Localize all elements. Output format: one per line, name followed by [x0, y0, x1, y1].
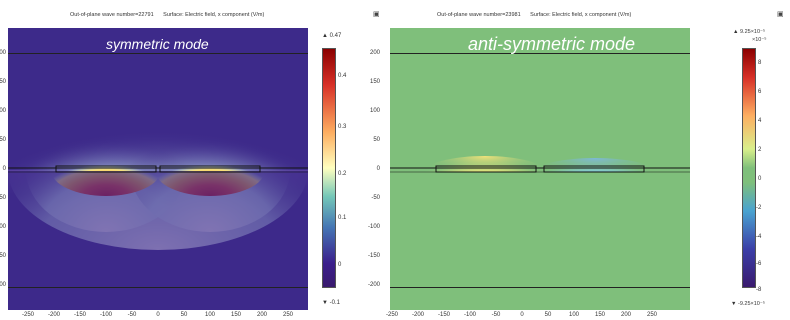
- camera-icon[interactable]: ▣: [373, 11, 380, 18]
- y-tick-label: 50: [0, 137, 6, 143]
- surface-label: Surface: Electric field, x component (V/…: [163, 12, 265, 18]
- colorbar-min: ▼ -9.25×10⁻⁵: [731, 301, 766, 307]
- y-tick-label: 200: [0, 50, 6, 56]
- colorbar-tick: 0.4: [338, 73, 347, 79]
- x-tick-label: 0: [156, 312, 160, 318]
- x-tick-label: 100: [568, 312, 579, 318]
- colorbar-min: ▼ -0.1: [322, 300, 340, 306]
- x-tick-label: -250: [385, 312, 398, 318]
- field-plot: anti-symmetric mode: [390, 28, 690, 310]
- x-tick-label: -100: [463, 312, 476, 318]
- plot-header: Out-of-plane wave number=22791 Surface: …: [70, 12, 264, 18]
- camera-icon[interactable]: ▣: [777, 11, 784, 18]
- x-tick-label: 100: [204, 312, 215, 318]
- colorbar-tick: 0.3: [338, 124, 347, 130]
- y-tick-label: -50: [371, 195, 380, 201]
- x-tick-label: -250: [21, 312, 34, 318]
- colorbar-tick: 0: [758, 176, 762, 182]
- x-tick-label: -100: [99, 312, 112, 318]
- x-tick-label: 150: [230, 312, 241, 318]
- colorbar-tick: 0.1: [338, 215, 347, 221]
- x-tick-label: -50: [127, 312, 137, 318]
- x-tick-label: 150: [594, 312, 605, 318]
- panel-symmetric: Out-of-plane wave number=22791 Surface: …: [8, 11, 380, 310]
- panel-anti-symmetric: Out-of-plane wave number=23981 Surface: …: [390, 0, 790, 320]
- y-tick-label: -100: [367, 224, 380, 230]
- y-tick-label: -200: [0, 282, 6, 288]
- colorbar-tick: -8: [756, 287, 762, 293]
- wave-number-label: Out-of-plane wave number=22791: [70, 12, 154, 18]
- y-tick-label: 100: [369, 108, 380, 114]
- lower-boundary: [390, 287, 690, 288]
- x-tick-label: 250: [646, 312, 657, 318]
- colorbar-tick: -4: [756, 234, 762, 240]
- colorbar-tick: 2: [758, 147, 762, 153]
- colorbar-exponent: ×10⁻⁵: [752, 37, 767, 43]
- x-tick-label: -50: [491, 312, 501, 318]
- colorbar-tick: 4: [758, 118, 762, 124]
- x-tick-label: 0: [520, 312, 524, 318]
- x-tick-label: -200: [411, 312, 424, 318]
- field-plot: symmetric mode: [8, 28, 308, 310]
- y-tick-label: -150: [0, 253, 6, 259]
- x-tick-label: -150: [73, 312, 86, 318]
- colorbar: [322, 48, 336, 288]
- colorbar-max: ▲ 9.25×10⁻⁵: [733, 29, 766, 35]
- y-tick-label: 0: [376, 166, 380, 172]
- plot-header: Out-of-plane wave number=23981 Surface: …: [437, 12, 631, 18]
- colorbar-tick: 0.2: [338, 171, 347, 177]
- mode-label: anti-symmetric mode: [468, 34, 636, 54]
- y-tick-label: 150: [369, 79, 380, 85]
- y-tick-label: 0: [2, 166, 6, 172]
- y-tick-label: 150: [0, 79, 6, 85]
- y-tick-label: -200: [367, 282, 380, 288]
- mode-label: symmetric mode: [106, 36, 209, 52]
- y-tick-label: 100: [0, 108, 6, 114]
- x-tick-label: -200: [47, 312, 60, 318]
- colorbar-max: ▲ 0.47: [322, 33, 342, 39]
- x-tick-label: 50: [180, 312, 188, 318]
- x-tick-label: -150: [437, 312, 450, 318]
- colorbar: [742, 48, 756, 288]
- lower-boundary: [8, 287, 308, 288]
- wave-number-label: Out-of-plane wave number=23981: [437, 12, 521, 18]
- upper-boundary: [390, 53, 690, 54]
- field-heatmap: [8, 28, 308, 310]
- y-tick-label: 200: [369, 50, 380, 56]
- y-tick-label: -100: [0, 224, 6, 230]
- colorbar-tick: -6: [756, 261, 762, 267]
- colorbar-tick: 6: [758, 89, 762, 95]
- x-tick-label: 250: [282, 312, 293, 318]
- x-tick-label: 50: [544, 312, 552, 318]
- y-tick-label: 50: [373, 137, 380, 143]
- colorbar-tick: -2: [756, 205, 762, 211]
- y-tick-label: -50: [0, 195, 6, 201]
- field-heatmap: [390, 28, 690, 310]
- colorbar-tick: 0: [338, 262, 342, 268]
- surface-label: Surface: Electric field, x component (V/…: [530, 12, 632, 18]
- x-tick-label: 200: [256, 312, 267, 318]
- x-tick-label: 200: [620, 312, 631, 318]
- colorbar-tick: 8: [758, 60, 762, 66]
- upper-boundary: [8, 53, 308, 54]
- y-tick-label: -150: [367, 253, 380, 259]
